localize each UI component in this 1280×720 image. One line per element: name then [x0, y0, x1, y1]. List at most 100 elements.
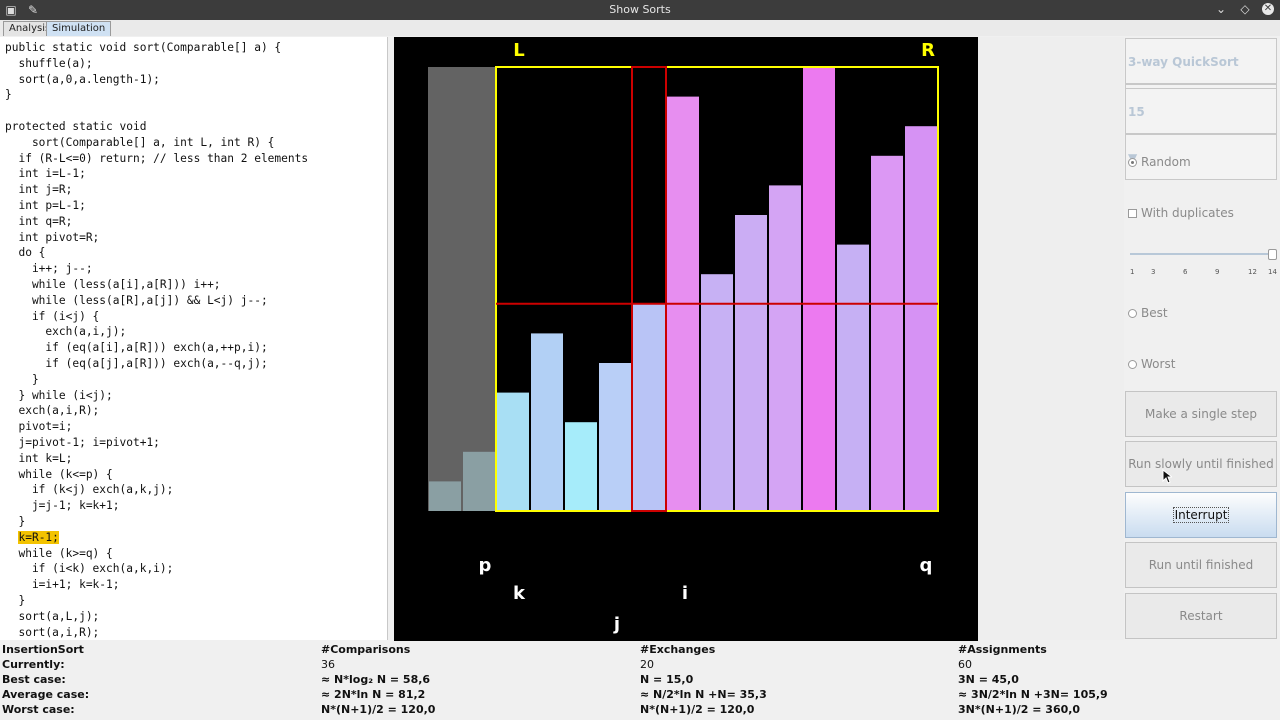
stats-header-exchanges: #Exchanges [640, 643, 716, 656]
tab-bar: Analysis Simulation [0, 20, 1280, 36]
statistics-panel: InsertionSort Currently: Best case: Aver… [0, 641, 1280, 720]
empty-panel [978, 37, 1124, 640]
bar [599, 363, 631, 511]
bar [905, 126, 937, 511]
code-line: j=pivot-1; i=pivot+1; [5, 436, 160, 449]
stats-row-label: Currently: [2, 658, 65, 671]
size-select-value: 15 [1128, 105, 1145, 119]
stats-value: 3N = 45,0 [958, 673, 1019, 686]
close-icon[interactable]: ✕ [1262, 3, 1274, 15]
app-icon: ▣ [5, 3, 17, 17]
stats-header-comparisons: #Comparisons [321, 643, 411, 656]
stats-row-label: Worst case: [2, 703, 75, 716]
run-until-finished-button[interactable]: Run until finished [1125, 542, 1277, 588]
active-window-outline [495, 66, 939, 512]
chevron-down-icon: ▼ [1125, 134, 1277, 180]
bar [769, 185, 801, 511]
stats-value: 3N*(N+1)/2 = 360,0 [958, 703, 1081, 716]
label-q: q [920, 555, 933, 576]
code-line: k=R-1; [5, 530, 59, 546]
label-L: L [513, 40, 524, 61]
code-line: do { [5, 246, 46, 260]
stats-value: ≈ N/2*ln N +N= 35,3 [640, 688, 767, 701]
bar [565, 422, 597, 511]
code-line: pivot=i; [5, 420, 73, 434]
stats-value: ≈ 3N/2*ln N +3N= 105,9 [958, 688, 1108, 701]
radio-best-label: Best [1141, 306, 1168, 320]
pin-icon[interactable]: ✎ [27, 3, 39, 17]
duplicates-label: With duplicates [1141, 206, 1234, 220]
minimize-icon[interactable]: ⌄ [1215, 2, 1227, 16]
radio-worst[interactable]: Worst [1128, 356, 1280, 372]
algorithm-select[interactable]: 3-way QuickSort ▼ [1125, 38, 1277, 130]
run-slowly-button[interactable]: Run slowly until finished [1125, 441, 1277, 487]
radio-random-label: Random [1141, 155, 1191, 169]
radio-unchecked-icon [1128, 308, 1137, 318]
restart-button[interactable]: Restart [1125, 593, 1277, 639]
speed-slider-thumb[interactable] [1268, 249, 1277, 260]
code-line: while (less(a[i],a[R])) i++; [5, 278, 221, 291]
speed-slider-track[interactable] [1130, 253, 1274, 255]
code-line: exch(a,i,j); [5, 325, 127, 339]
stats-value: ≈ N*log₂ N = 58,6 [321, 673, 431, 686]
stats-value: 20 [640, 658, 654, 671]
pivot-column-outline [631, 66, 667, 512]
code-panel[interactable]: public static void sort(Comparable[] a) … [0, 37, 388, 640]
code-line: while (less(a[R],a[j]) && L<j) j--; [5, 293, 268, 307]
window-title: Show Sorts [609, 3, 671, 16]
code-line: sort(a,0,a.length-1); [5, 72, 160, 86]
bar-chart: L Rp q k i j [428, 40, 939, 635]
stats-value: 60 [958, 658, 972, 671]
code-line: } [5, 372, 39, 386]
label-p: p [479, 555, 492, 576]
radio-worst-label: Worst [1141, 357, 1176, 371]
stats-algorithm-name: InsertionSort [2, 643, 84, 656]
current-line-highlight: k=R-1; [18, 530, 59, 544]
bar [463, 451, 495, 511]
checkbox-icon [1128, 208, 1137, 218]
slider-tick-label: 14 [1268, 268, 1277, 276]
bar [803, 67, 835, 511]
label-R: R [921, 40, 935, 61]
stats-value: N*(N+1)/2 = 120,0 [640, 703, 755, 716]
code-line: int p=L-1; [5, 199, 86, 212]
bar [871, 155, 903, 512]
radio-random[interactable]: Random [1128, 154, 1280, 170]
code-line: int k=L; [5, 451, 73, 465]
code-line: sort(a,L,j); [5, 609, 100, 623]
radio-best[interactable]: Best [1128, 305, 1280, 321]
stats-row-label: Average case: [2, 688, 90, 701]
code-line: public static void sort(Comparable[] a) … [5, 41, 282, 54]
single-step-button[interactable]: Make a single step [1125, 391, 1277, 437]
stats-value: N*(N+1)/2 = 120,0 [321, 703, 436, 716]
code-line: i++; j--; [5, 262, 93, 276]
slider-tick-label: 3 [1151, 268, 1156, 276]
code-line: if (eq(a[i],a[R])) exch(a,++p,i); [5, 341, 268, 355]
interrupt-button[interactable]: Interrupt [1125, 492, 1277, 538]
bar [633, 303, 665, 511]
tab-simulation[interactable]: Simulation [46, 21, 112, 36]
label-j: j [613, 614, 620, 635]
code-line: if (R-L<=0) return; // less than 2 eleme… [5, 151, 309, 165]
slider-tick-label: 1 [1130, 268, 1135, 276]
bar [735, 215, 767, 511]
code-line: if (k<j) exch(a,k,j); [5, 483, 174, 497]
bar [531, 333, 563, 511]
code-line: j=j-1; k=k+1; [5, 499, 120, 513]
code-line: if (eq(a[j],a[R])) exch(a,--q,j); [5, 357, 268, 370]
title-bar: ▣ ✎ Show Sorts ⌄ ◇ ✕ [0, 0, 1280, 20]
code-line: exch(a,i,R); [5, 404, 100, 418]
bar [837, 244, 869, 511]
slider-tick-label: 6 [1183, 268, 1188, 276]
sorted-region [428, 67, 496, 511]
code-line: protected static void [5, 120, 147, 133]
duplicates-checkbox[interactable]: With duplicates [1128, 205, 1280, 221]
maximize-icon[interactable]: ◇ [1240, 2, 1250, 16]
code-line: int i=L-1; [5, 167, 86, 181]
bar [497, 392, 529, 511]
code-line: i=i+1; k=k-1; [5, 578, 120, 592]
code-line: sort(Comparable[] a, int L, int R) { [5, 135, 275, 149]
size-select[interactable]: 15 ▼ [1125, 88, 1277, 180]
code-line: while (k>=q) { [5, 546, 113, 560]
code-line: shuffle(a); [5, 56, 93, 70]
